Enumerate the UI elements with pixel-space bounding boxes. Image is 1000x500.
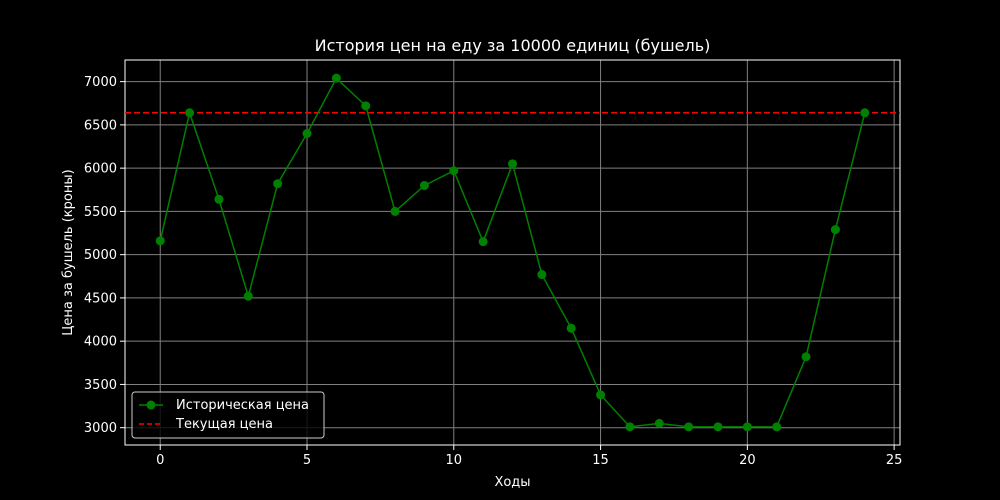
y-tick-label: 3500 bbox=[84, 378, 117, 393]
y-tick-label: 3000 bbox=[84, 421, 117, 436]
historical-price-point bbox=[361, 101, 371, 111]
x-tick-label: 15 bbox=[592, 453, 609, 468]
chart-title: История цен на еду за 10000 единиц (буше… bbox=[315, 36, 711, 55]
legend-box bbox=[131, 391, 325, 439]
historical-price-point bbox=[331, 73, 341, 83]
historical-price-point bbox=[596, 390, 606, 400]
historical-price-point bbox=[419, 180, 429, 190]
historical-price-point bbox=[713, 422, 723, 432]
historical-price-point bbox=[537, 270, 547, 280]
y-tick-label: 7000 bbox=[84, 75, 117, 90]
historical-price-point bbox=[801, 352, 811, 362]
legend: Историческая цена Текущая цена bbox=[131, 391, 325, 439]
historical-price-point bbox=[155, 236, 165, 246]
y-tick-label: 6500 bbox=[84, 118, 117, 133]
historical-price-point bbox=[185, 108, 195, 118]
legend-current-label: Текущая цена bbox=[175, 417, 273, 432]
x-tick-label: 20 bbox=[739, 453, 756, 468]
historical-price-point bbox=[449, 166, 459, 176]
historical-price-point bbox=[772, 422, 782, 432]
historical-price-point bbox=[273, 179, 283, 189]
x-tick-label: 0 bbox=[156, 453, 164, 468]
historical-price-point bbox=[830, 225, 840, 235]
historical-price-point bbox=[684, 422, 694, 432]
x-axis-label: Ходы bbox=[494, 475, 530, 490]
legend-historical-marker bbox=[146, 400, 156, 410]
historical-price-point bbox=[742, 422, 752, 432]
series-layer bbox=[125, 73, 900, 432]
legend-historical-label: Историческая цена bbox=[176, 398, 309, 413]
historical-price-point bbox=[302, 129, 312, 139]
y-tick-label: 5500 bbox=[84, 205, 117, 220]
historical-price-point bbox=[243, 291, 253, 301]
x-tick-label: 5 bbox=[303, 453, 311, 468]
historical-price-point bbox=[566, 323, 576, 333]
y-tick-label: 4000 bbox=[84, 335, 117, 350]
historical-price-point bbox=[390, 206, 400, 216]
historical-price-point bbox=[860, 108, 870, 118]
grid-lines bbox=[125, 60, 900, 445]
x-tick-label: 10 bbox=[446, 453, 463, 468]
historical-price-point bbox=[654, 418, 664, 428]
y-tick-label: 4500 bbox=[84, 291, 117, 306]
historical-price-point bbox=[478, 237, 488, 247]
y-tick-label: 6000 bbox=[84, 162, 117, 177]
y-axis-label: Цена за бушель (кроны) bbox=[61, 169, 76, 335]
plot-area-frame bbox=[124, 59, 901, 446]
historical-price-point bbox=[214, 194, 224, 204]
y-tick-label: 5000 bbox=[84, 248, 117, 263]
historical-price-point bbox=[508, 159, 517, 169]
axis-ticks: 0 5 10 15 20 25 3000 3500 4000 4500 5000 5500 6000 65… bbox=[84, 75, 902, 468]
x-tick-label: 25 bbox=[886, 453, 903, 468]
historical-price-point bbox=[625, 422, 635, 432]
